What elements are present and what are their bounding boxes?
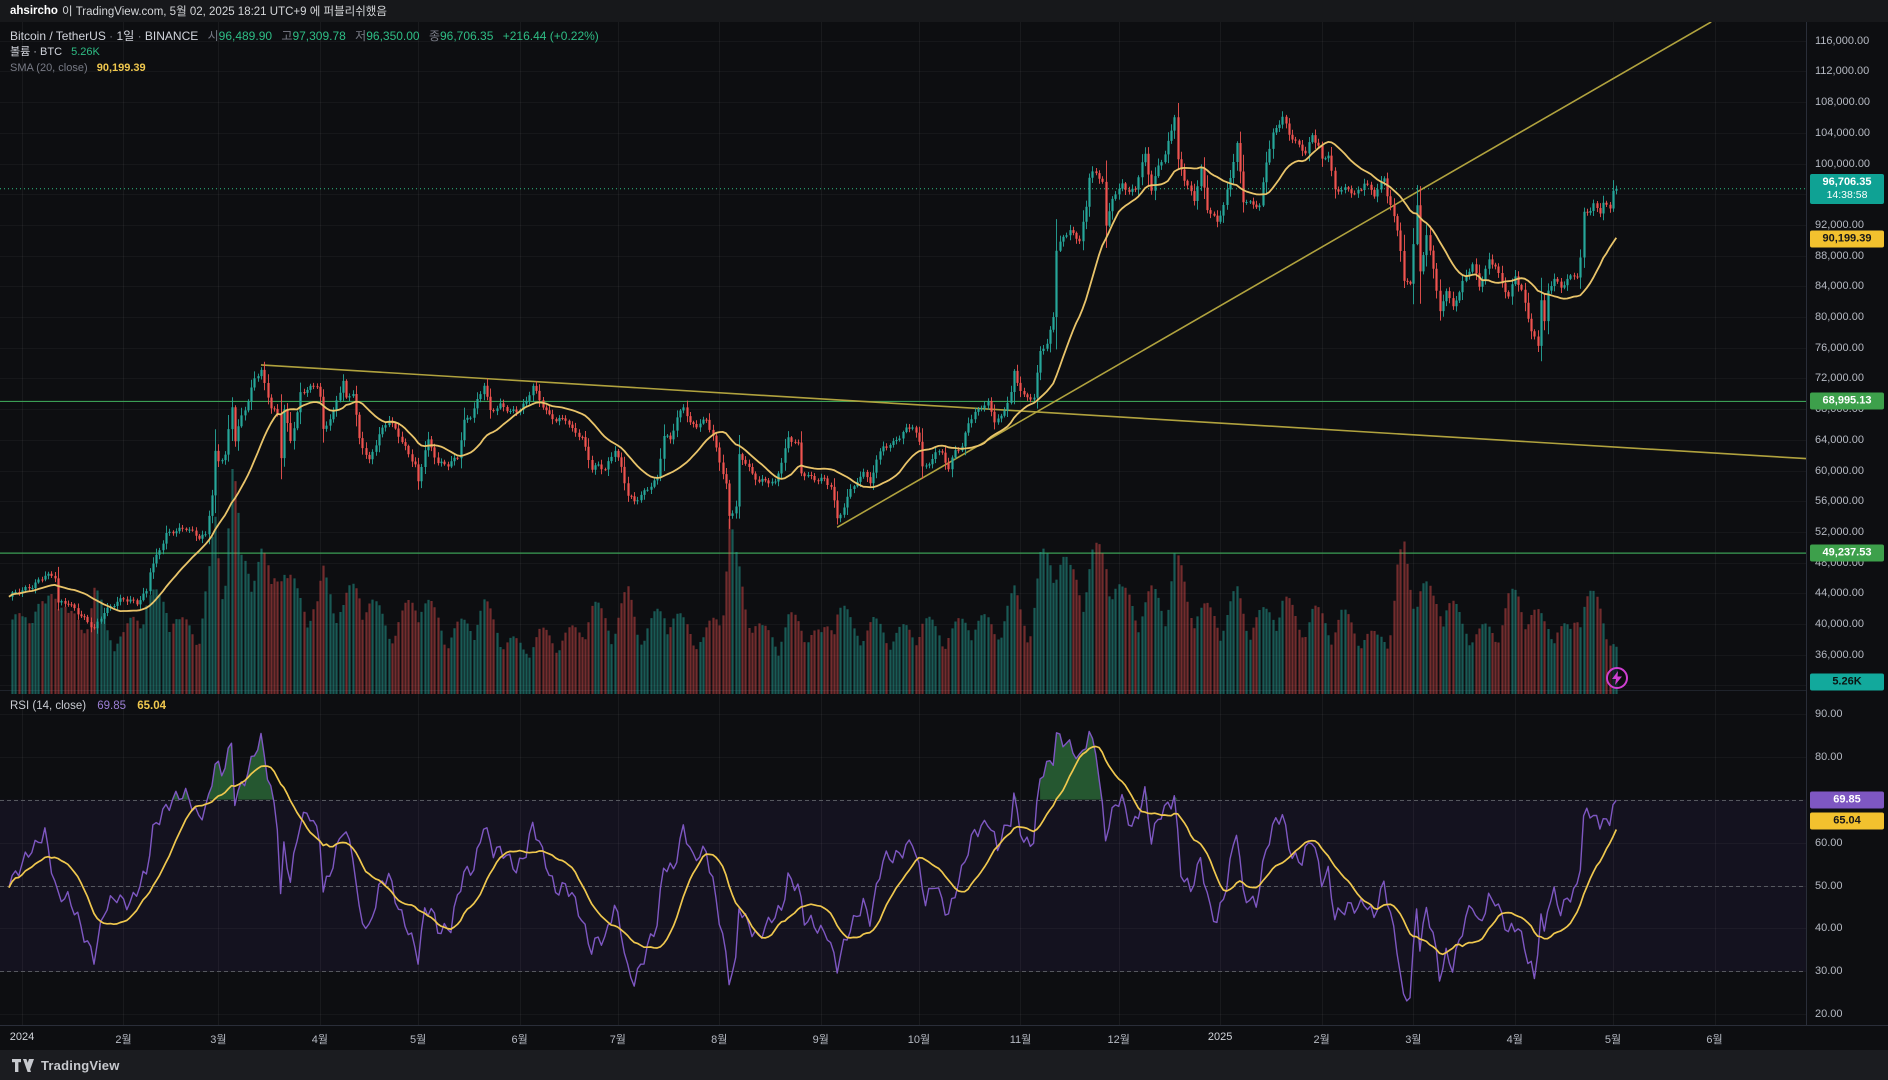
- price-axis-label: 116,000.00: [1815, 34, 1870, 47]
- price-axis-label: 44,000.00: [1815, 587, 1864, 600]
- time-axis-label: 5월: [409, 1034, 427, 1046]
- tradingview-logo[interactable]: TradingView: [12, 1058, 120, 1073]
- price-axis-label: 64,000.00: [1815, 433, 1864, 446]
- price-axis-label: 72,000.00: [1815, 372, 1864, 385]
- high-value: 97,309.78: [292, 29, 346, 43]
- price-axis-label: 104,000.00: [1815, 126, 1871, 139]
- time-axis-label: 2024: [9, 1031, 35, 1043]
- volume-bars-up: [11, 469, 1618, 694]
- footer-bar: TradingView: [0, 1050, 1888, 1080]
- price-axis-label: 76,000.00: [1815, 341, 1864, 354]
- high-label: 고: [281, 29, 293, 43]
- price-axis-label: 100,000.00: [1815, 157, 1871, 170]
- volume-legend-row[interactable]: 볼륨 · BTC 5.26K: [10, 45, 599, 60]
- rsi-ma-value: 65.04: [137, 700, 167, 712]
- time-axis-label: 4월: [1506, 1034, 1523, 1046]
- open-value: 96,489.90: [218, 29, 273, 43]
- time-axis[interactable]: 2024 2월 3월 4월 5월 6월 7월 8월 9월 10월 11월 12월 2025 2월 3월 4월 5…: [0, 1025, 1888, 1051]
- rsi-legend-row[interactable]: RSI (14, close) 69.85 65.04: [10, 700, 166, 712]
- price-axis-label: 36,000.00: [1815, 648, 1864, 661]
- price-axis-label: 40,000.00: [1815, 618, 1864, 630]
- publisher-name: ahsircho: [10, 5, 58, 17]
- time-axis-label: 7월: [609, 1034, 626, 1046]
- price-axis-label: 52,000.00: [1815, 525, 1864, 538]
- rsi-badge[interactable]: 69.85: [1810, 791, 1884, 809]
- price-axis-label: 92,000.00: [1815, 218, 1864, 231]
- exchange-label[interactable]: BINANCE: [144, 29, 199, 43]
- symbol-legend-row[interactable]: Bitcoin / TetherUS · 1일 · BINANCE 시96,48…: [10, 29, 599, 43]
- sma20-line[interactable]: [8, 141, 1618, 612]
- rsi-value: 69.85: [97, 700, 127, 712]
- rsi-axis-label: 30.00: [1815, 965, 1843, 978]
- level2-badge[interactable]: 49,237.53: [1810, 544, 1884, 562]
- price-axis[interactable]: 116,000.00 112,000.00 108,000.00 104,000.00…: [1806, 22, 1888, 1025]
- price-axis-label: 56,000.00: [1815, 495, 1864, 508]
- time-axis-label: 8월: [711, 1034, 728, 1046]
- chart-background: [0, 22, 1888, 1080]
- rsi-axis-label: 60.00: [1815, 836, 1843, 849]
- price-axis-label: 84,000.00: [1815, 280, 1864, 293]
- price-axis-label: 108,000.00: [1815, 96, 1871, 109]
- rsi-ma-badge[interactable]: 65.04: [1810, 812, 1884, 830]
- lightning-icon: [1612, 671, 1622, 685]
- tradingview-logo-text: TradingView: [41, 1057, 120, 1073]
- instant-trading-button[interactable]: [1606, 667, 1628, 689]
- time-axis-label: 6월: [511, 1034, 528, 1046]
- time-axis-label: 9월: [812, 1034, 829, 1046]
- close-value: 96,706.35: [440, 29, 494, 43]
- rsi-band: [0, 799, 1806, 972]
- publish-bar: ahsircho 이 TradingView.com, 5월 02, 2025 …: [0, 0, 1888, 22]
- symbol-title[interactable]: Bitcoin / TetherUS: [10, 29, 106, 43]
- interval-label[interactable]: 1일: [116, 29, 135, 43]
- publish-info: 이 TradingView.com, 5월 02, 2025 18:21 UTC…: [61, 6, 387, 18]
- time-axis-label: 2월: [115, 1034, 132, 1046]
- price-axis-label: 80,000.00: [1815, 311, 1864, 323]
- rsi-axis-label: 20.00: [1815, 1008, 1843, 1021]
- time-axis-label: 2월: [1313, 1034, 1330, 1046]
- rsi-axis-label: 80.00: [1815, 750, 1843, 763]
- last-price-badge[interactable]: 96,706.35 14:38:58: [1810, 173, 1884, 204]
- open-label: 시: [207, 29, 219, 43]
- time-axis-label: 10월: [907, 1034, 931, 1046]
- volume-value: 5.26K: [71, 46, 100, 58]
- rsi-line[interactable]: [8, 730, 1617, 1002]
- time-axis-label: 4월: [311, 1034, 329, 1046]
- change-value: +216.44 (+0.22%): [502, 29, 599, 43]
- sma-badge[interactable]: 90,199.39: [1810, 230, 1884, 248]
- price-axis-label: 88,000.00: [1815, 249, 1864, 262]
- time-axis-label: 12월: [1107, 1034, 1130, 1046]
- low-label: 저: [355, 29, 367, 43]
- rsi-overbought-fill: [172, 731, 1178, 800]
- time-axis-label: 11월: [1009, 1034, 1032, 1046]
- rsi-axis-label: 40.00: [1815, 922, 1843, 935]
- volume-label: 볼륨 · BTC: [10, 46, 63, 58]
- level1-badge[interactable]: 68,995.13: [1810, 392, 1884, 410]
- time-axis-label: 3월: [210, 1034, 227, 1046]
- descending-trendline[interactable]: [260, 364, 1806, 460]
- time-axis-label: 2025: [1207, 1031, 1233, 1043]
- tradingview-logo-icon: [12, 1058, 34, 1072]
- volume-badge[interactable]: 5.26K: [1810, 673, 1884, 691]
- price-axis-label: 112,000.00: [1815, 65, 1870, 78]
- volume-bars-down: [18, 481, 1612, 694]
- chart-legend: Bitcoin / TetherUS · 1일 · BINANCE 시96,48…: [10, 29, 599, 77]
- sma-legend-row[interactable]: SMA (20, close) 90,199.39: [10, 61, 599, 76]
- rsi-title: RSI (14, close): [10, 700, 87, 712]
- time-axis-label: 3월: [1405, 1034, 1422, 1046]
- sma-label: SMA (20, close): [10, 62, 88, 74]
- low-value: 96,350.00: [366, 29, 420, 43]
- time-axis-label: 6월: [1706, 1034, 1723, 1046]
- close-label: 종: [428, 29, 440, 43]
- time-axis-label: 5월: [1604, 1034, 1622, 1046]
- price-axis-label: 60,000.00: [1815, 464, 1864, 477]
- rsi-guide-lines: [0, 800, 1806, 972]
- rsi-ma-line[interactable]: [8, 745, 1618, 956]
- sma-value: 90,199.39: [96, 62, 146, 74]
- rsi-axis-label: 90.00: [1815, 707, 1843, 720]
- rsi-axis-label: 50.00: [1815, 879, 1843, 892]
